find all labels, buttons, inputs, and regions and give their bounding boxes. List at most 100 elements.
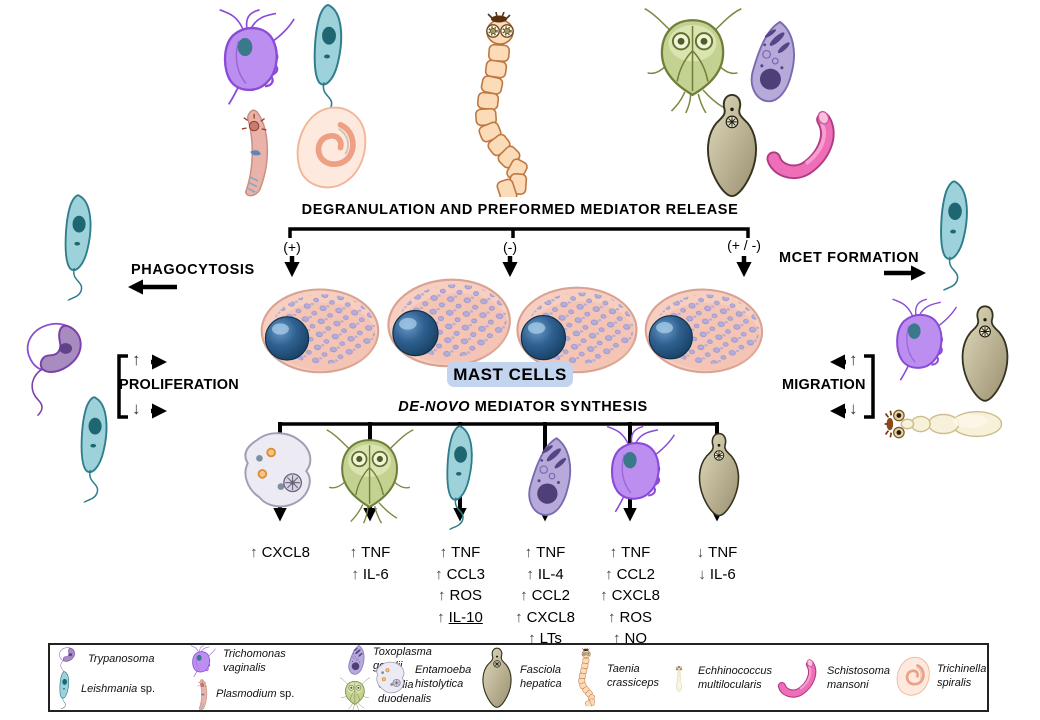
mediator-label: CXCL8: [526, 608, 575, 626]
mediator-label: TNF: [621, 544, 651, 561]
leishmania-icon: [434, 424, 489, 530]
leishmania-icon: [68, 393, 124, 505]
mediator-item: ↑ IL-6: [315, 564, 425, 586]
plus-sign: (+): [283, 239, 301, 255]
legend-label: Fasciola hepatica: [520, 664, 562, 690]
legend-label: Echhinococcus multilocularis: [698, 665, 772, 691]
giardia-icon: [338, 676, 372, 710]
legend-item-trypanosoma: Trypanosoma: [52, 646, 178, 674]
regulation-arrow: ↑: [524, 544, 533, 561]
leishmania-icon: [52, 190, 108, 304]
mediator-item: ↑ TNF: [315, 542, 425, 564]
mediator-item: ↑ CCL3: [405, 564, 515, 586]
trichomonas-icon: [203, 8, 298, 108]
mediator-item: ↑ LTs: [490, 628, 600, 650]
up-arrow-glyph: ↑: [132, 350, 141, 369]
giardia-icon: [325, 424, 415, 524]
legend-label: Leishmania sp.: [81, 683, 155, 696]
mast-cell-icon: [256, 282, 382, 376]
leishmania-icon: [927, 178, 985, 292]
trichomonas-icon: [594, 420, 676, 520]
mediator-label: TNF: [536, 544, 566, 561]
regulation-arrow: ↓: [696, 544, 705, 561]
mediator-label: IL-4: [537, 565, 564, 583]
mediator-group-toxoplasma: ↑ TNF ↑ IL-4 ↑ CCL2 ↑ CXCL8 ↑ LTs: [490, 542, 600, 650]
mediator-item: ↑ ROS: [405, 585, 515, 607]
regulation-arrow: ↑: [605, 565, 613, 583]
mediator-label: CCL2: [531, 587, 570, 604]
degranulation-heading: DEGRANULATION AND PREFORMED MEDIATOR REL…: [301, 202, 739, 218]
mediator-item: ↓ TNF: [662, 542, 772, 564]
mediator-label: NO: [624, 630, 648, 647]
up-arrow-glyph: ↑: [849, 350, 858, 369]
trichinella-icon: [293, 104, 369, 194]
mediator-group-trichomonas: ↑ TNF ↑ CCL2 ↑ CXCL8 ↑ ROS ↑ NO: [575, 542, 685, 650]
mediator-group-entamoeba: ↑ CXCL8: [225, 542, 335, 564]
mediator-item: ↑ TNF: [405, 542, 515, 564]
mediator-item: ↑ CXCL8: [575, 585, 685, 607]
trichomonas-icon: [185, 645, 217, 678]
leishmania-icon: [299, 3, 361, 117]
legend-item-schistosoma: Schistosoma mansoni: [777, 657, 907, 701]
entamoeba-icon: [238, 428, 316, 514]
regulation-arrow: ↑: [439, 544, 448, 561]
regulation-arrow: ↑: [600, 587, 608, 604]
toxoplasma-icon: [343, 644, 367, 676]
trichinella-icon: [895, 655, 931, 699]
legend-item-leishmania: Leishmania sp.: [55, 670, 173, 710]
mediator-item: ↑ CCL2: [575, 564, 685, 586]
mediator-label: IL-10: [448, 608, 483, 626]
mediator-item: ↑ TNF: [490, 542, 600, 564]
plasmodium-icon: [190, 679, 210, 711]
legend-label: Taenia crassiceps: [607, 663, 659, 689]
mediator-label: IL-6: [362, 565, 389, 583]
legend-label: Plasmodium sp.: [216, 688, 295, 701]
fasciola-icon: [958, 300, 1012, 408]
regulation-arrow: ↑: [613, 630, 621, 647]
legend-label: Trichomonas vaginalis: [223, 647, 286, 674]
mast-cell-icon: [640, 280, 765, 378]
de-novo-italic: DE-NOVO: [398, 399, 471, 415]
mediator-group-leishmania: ↑ TNF ↑ CCL3 ↑ ROS ↑ IL-10: [405, 542, 515, 628]
taenia-icon: [452, 12, 547, 197]
fasciola-icon: [703, 93, 761, 199]
regulation-arrow: ↑: [351, 565, 359, 583]
mediator-item: ↓ IL-6: [662, 564, 772, 586]
regulation-arrow: ↑: [349, 544, 358, 561]
legend-item-plasmodium: Plasmodium sp.: [190, 679, 318, 711]
mediator-item: ↑ ROS: [575, 607, 685, 629]
mediator-label: IL-6: [709, 565, 736, 583]
mcet-formation-label: MCET FORMATION: [779, 250, 920, 266]
fasciola-icon: [695, 432, 743, 518]
minus-sign: (-): [503, 239, 517, 255]
mediator-item: ↑ IL-10: [405, 607, 515, 629]
mediator-label: CCL3: [446, 565, 485, 583]
regulation-arrow: ↑: [528, 630, 536, 647]
mediator-group-giardia: ↑ TNF ↑ IL-6: [315, 542, 425, 585]
toxoplasma-icon: [516, 434, 576, 520]
trichomonas-icon: [880, 293, 958, 388]
regulation-arrow: ↑: [526, 565, 534, 583]
mediator-label: CXCL8: [261, 544, 310, 561]
down-arrow-glyph: ↓: [849, 399, 858, 418]
taenia-icon: [571, 645, 601, 709]
regulation-arrow: ↓: [698, 565, 706, 583]
entamoeba-icon: [371, 660, 409, 696]
schistosoma-icon: [765, 108, 843, 184]
legend-item-taenia: Taenia crassiceps: [571, 645, 675, 709]
regulation-arrow: ↑: [515, 608, 523, 626]
echinococcus-icon: [650, 666, 708, 692]
mediator-label: TNF: [451, 544, 481, 561]
mast-cells-label: MAST CELLS: [447, 362, 573, 387]
de-novo-heading: DE-NOVO MEDIATOR SYNTHESIS: [343, 399, 703, 415]
mediator-label: ROS: [449, 587, 482, 604]
mediator-item: ↑ CXCL8: [225, 542, 335, 564]
legend-item-trichinella: Trichinella spiralis: [895, 655, 1003, 699]
mediator-item: ↑ NO: [575, 628, 685, 650]
regulation-arrow: ↑: [437, 587, 446, 604]
legend-label: Entamoeba histolytica: [415, 664, 472, 690]
regulation-arrow: ↑: [435, 565, 443, 583]
proliferation-bracket: [117, 354, 128, 419]
mediator-label: TNF: [361, 544, 391, 561]
